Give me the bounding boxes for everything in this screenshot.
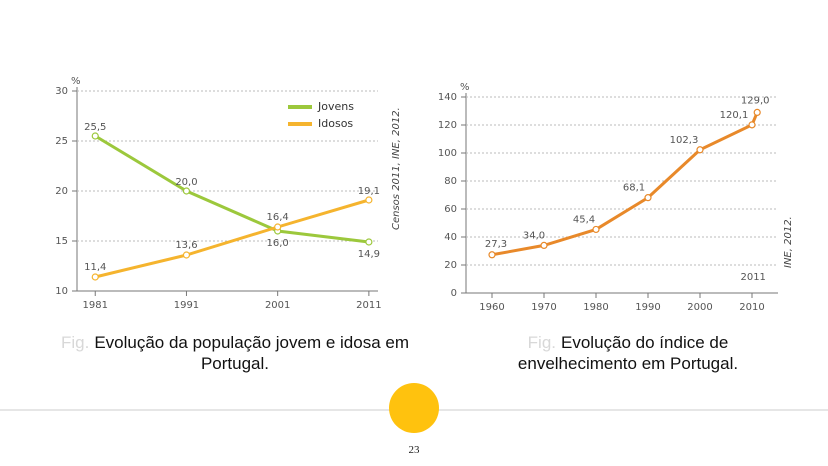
y-tick-label: 10	[55, 286, 68, 297]
caption-label: Fig.	[60, 333, 90, 352]
caption-text: Evolução do índice de envelhecimento em …	[517, 333, 739, 373]
x-tick-label: 1981	[83, 300, 108, 311]
point	[488, 251, 496, 259]
data-label: 129,0	[741, 95, 770, 106]
data-label: 16,4	[267, 212, 289, 223]
y-tick-label: 20	[444, 260, 457, 271]
x-tick-label: 1970	[531, 302, 556, 313]
y-tick-label: 15	[55, 236, 68, 247]
caption: Fig. Evolução da população jovem e idosa …	[55, 332, 415, 374]
point	[753, 108, 761, 117]
y-unit: %	[71, 76, 81, 87]
point	[696, 146, 704, 154]
data-label: 102,3	[670, 135, 699, 146]
caption-label: Fig.	[527, 333, 557, 352]
caption: Fig. Evolução do índice de envelhecimento…	[498, 332, 758, 374]
point	[365, 196, 373, 204]
line	[94, 134, 370, 244]
point	[644, 194, 652, 202]
data-label: 14,9	[358, 249, 380, 260]
line	[94, 198, 370, 279]
data-label: 19,1	[358, 186, 380, 197]
x-tick-label: 2010	[739, 302, 764, 313]
point	[91, 273, 99, 281]
y-tick-label: 100	[438, 148, 457, 159]
annotation: 2011	[740, 272, 765, 283]
data-label: 120,1	[720, 110, 749, 121]
data-label: 16,0	[267, 238, 289, 249]
data-label: 13,6	[175, 240, 197, 251]
data-label: 20,0	[175, 177, 197, 188]
point	[182, 251, 191, 259]
point	[274, 223, 282, 231]
y-tick-label: 120	[438, 120, 457, 131]
point	[540, 241, 548, 249]
y-unit: %	[460, 82, 470, 93]
y-tick-label: 140	[438, 92, 457, 103]
point	[748, 121, 756, 129]
data-label: 45,4	[573, 214, 595, 225]
source: Censos 2011, INE, 2012.	[391, 107, 402, 230]
page-number: 23	[408, 444, 420, 456]
x-tick-label: 1960	[479, 302, 504, 313]
x-tick-label: 2011	[356, 300, 381, 311]
x-tick-label: 1980	[583, 302, 608, 313]
caption-text: Evolução da população jovem e idosa em P…	[94, 333, 410, 373]
x-tick-label: 1990	[635, 302, 660, 313]
x-tick-label: 2000	[687, 302, 712, 313]
point	[182, 187, 191, 195]
source: INE, 2012.	[783, 216, 794, 268]
data-label: 68,1	[623, 183, 645, 194]
point	[91, 132, 99, 140]
point	[592, 225, 600, 234]
point	[365, 238, 373, 246]
x-tick-label: 2001	[265, 300, 290, 311]
y-tick-label: 80	[444, 176, 457, 187]
legend-label: Jovens	[317, 100, 354, 113]
x-tick-label: 1991	[174, 300, 199, 311]
legend-label: Idosos	[318, 117, 353, 130]
data-label: 34,0	[523, 230, 545, 241]
data-label: 27,3	[485, 239, 507, 250]
y-tick-label: 25	[55, 136, 68, 147]
data-label: 11,4	[84, 262, 106, 273]
data-label: 25,5	[84, 122, 106, 133]
page-dot	[389, 383, 439, 433]
y-tick-label: 60	[444, 204, 457, 215]
y-tick-label: 20	[55, 186, 68, 197]
y-tick-label: 0	[451, 288, 457, 299]
y-tick-label: 30	[55, 86, 68, 97]
y-tick-label: 40	[444, 232, 457, 243]
